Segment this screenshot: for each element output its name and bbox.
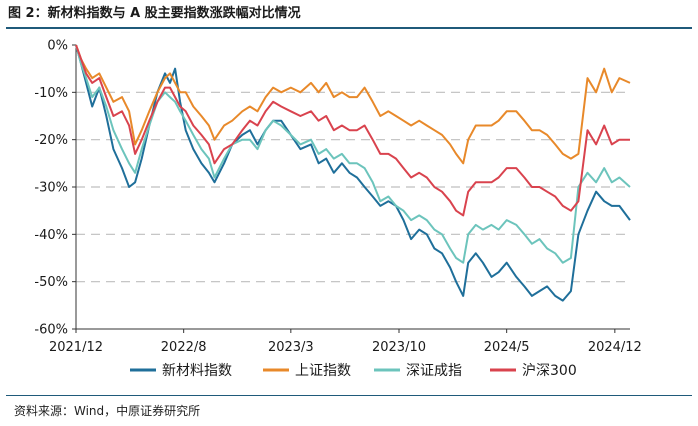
x-tick-label: 2024/12: [588, 340, 642, 355]
x-tick-label: 2024/5: [484, 340, 530, 355]
series-line-2: [75, 44, 631, 165]
source-note: 资料来源：Wind，中原证券研究所: [14, 404, 201, 418]
axes: [72, 44, 630, 333]
y-tick-label: -50%: [34, 275, 68, 290]
series-line-3: [75, 44, 631, 264]
legend-label: 上证指数: [295, 363, 351, 379]
figure-title: 图 2：新材料指数与 A 股主要指数涨跌幅对比情况: [8, 6, 301, 21]
gridlines: [76, 91, 630, 283]
series-line-4: [75, 44, 630, 217]
tick-labels: 0% -10% -20% -30% -40% -50% -60% 2021/12 2022/8 2…: [34, 39, 641, 356]
x-tick-label: 2023/3: [268, 340, 314, 355]
x-tick-label: 2021/12: [49, 340, 103, 355]
x-tick-label: 2022/8: [161, 340, 207, 355]
legend-label: 深证成指: [406, 363, 462, 379]
source-rule: [6, 395, 692, 396]
y-tick-label: 0%: [47, 39, 68, 54]
y-tick-label: -40%: [34, 228, 68, 243]
legend-label: 沪深300: [522, 363, 577, 379]
x-tick-label: 2023/10: [372, 340, 426, 355]
series-line-1: [75, 44, 631, 302]
line-chart: 0% -10% -20% -30% -40% -50% -60% 2021/12 2022/8 2…: [34, 39, 641, 380]
y-tick-label: -20%: [34, 133, 68, 148]
series-lines: [75, 44, 631, 302]
y-tick-label: -30%: [34, 181, 68, 196]
y-tick-label: -60%: [34, 323, 68, 338]
legend-label: 新材料指数: [162, 363, 232, 379]
legend: 新材料指数 上证指数 深证成指 沪深300: [130, 363, 577, 379]
title-rule: [6, 27, 692, 29]
y-tick-label: -10%: [34, 86, 68, 101]
